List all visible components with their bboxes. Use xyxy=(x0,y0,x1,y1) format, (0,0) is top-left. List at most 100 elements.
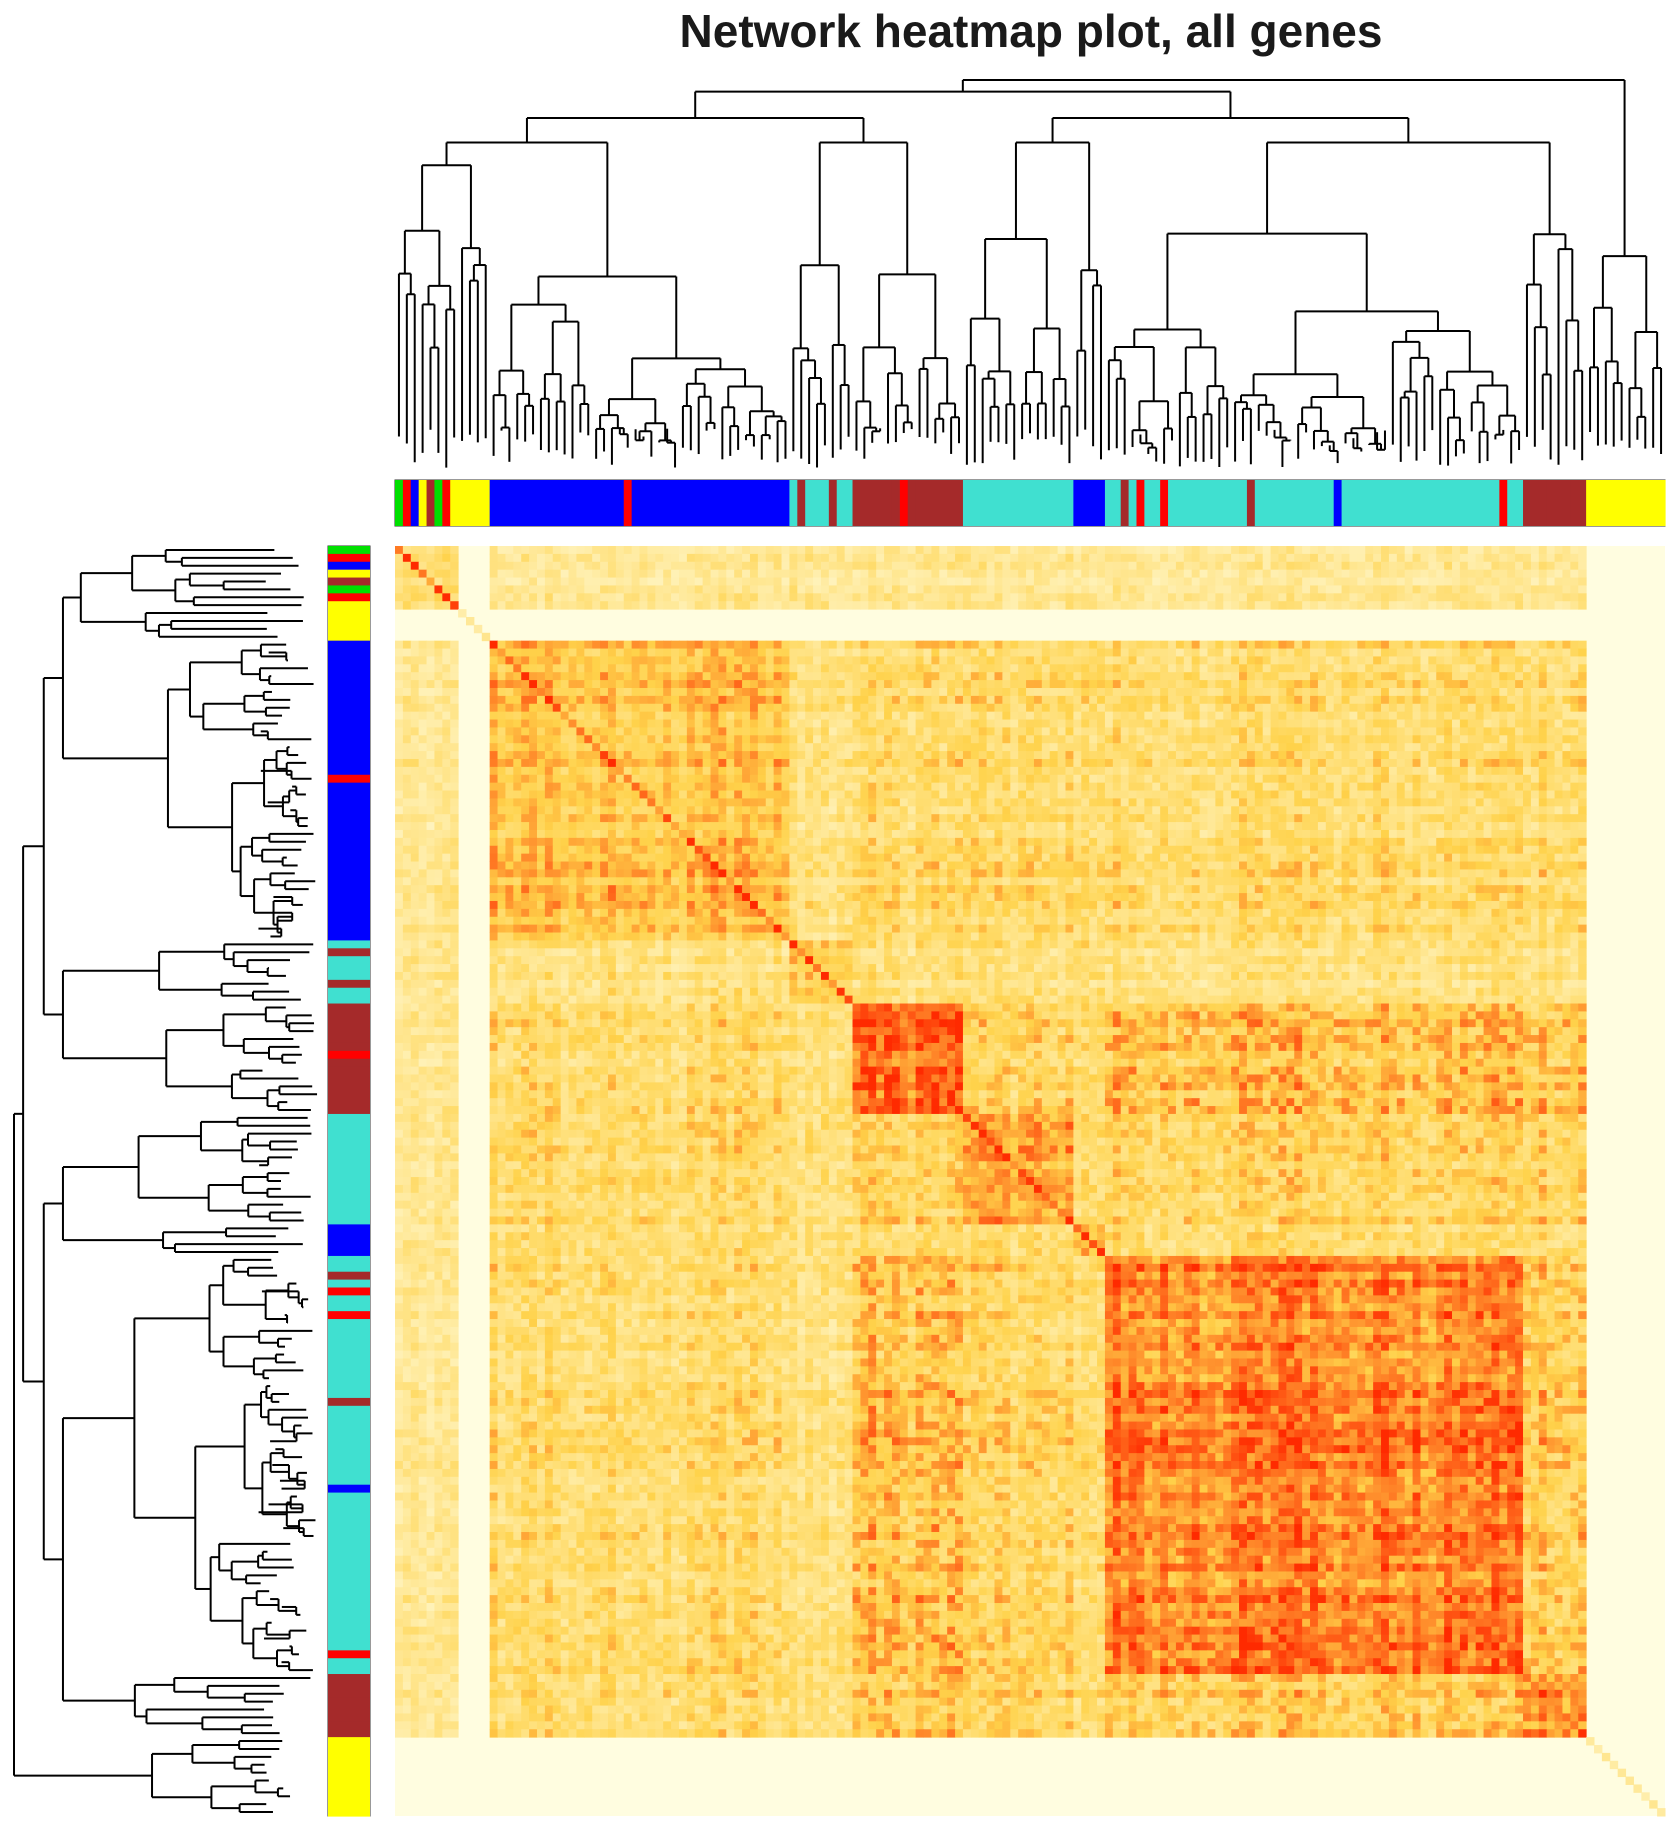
heatmap-cell xyxy=(1089,758,1098,768)
heatmap-cell xyxy=(1341,719,1350,728)
heatmap-cell xyxy=(718,640,727,650)
heatmap-cell xyxy=(1018,656,1027,665)
heatmap-cell xyxy=(1420,672,1429,681)
heatmap-cell xyxy=(671,577,680,586)
heatmap-cell xyxy=(1270,735,1279,744)
heatmap-cell xyxy=(710,695,719,705)
heatmap-cell xyxy=(1183,687,1193,697)
heatmap-cell xyxy=(1499,561,1508,571)
heatmap-cell xyxy=(1467,703,1477,713)
heatmap-cell xyxy=(1325,758,1335,768)
heatmap-cell xyxy=(986,703,995,713)
module-color-cell xyxy=(328,1776,370,1786)
heatmap-cell xyxy=(1530,751,1540,760)
heatmap-cell xyxy=(623,648,633,657)
heatmap-cell xyxy=(955,727,964,736)
heatmap-cell xyxy=(647,561,656,571)
heatmap-cell xyxy=(678,569,688,579)
heatmap-cell xyxy=(1507,735,1516,744)
heatmap-cell xyxy=(686,648,696,657)
heatmap-cell xyxy=(418,766,428,776)
heatmap-cell xyxy=(529,553,538,563)
heatmap-cell xyxy=(1120,664,1130,673)
heatmap-cell xyxy=(813,680,822,689)
heatmap-cell xyxy=(1483,601,1492,610)
heatmap-cell xyxy=(418,569,428,579)
heatmap-cell xyxy=(789,546,798,555)
heatmap-cell xyxy=(978,546,988,555)
module-color-cell xyxy=(1507,480,1516,526)
heatmap-cell xyxy=(1175,703,1185,713)
heatmap-cell xyxy=(884,735,893,744)
heatmap-cell xyxy=(994,546,1003,555)
heatmap-cell xyxy=(1554,695,1563,705)
heatmap-cell xyxy=(1530,585,1540,594)
heatmap-cell xyxy=(828,695,838,705)
heatmap-cell xyxy=(820,672,830,681)
module-color-cell xyxy=(328,956,370,965)
heatmap-cell xyxy=(434,672,443,681)
heatmap-cell xyxy=(1097,585,1106,594)
heatmap-cell xyxy=(442,553,451,563)
heatmap-cell xyxy=(1349,561,1358,571)
module-color-cell xyxy=(328,1295,370,1304)
heatmap-cell xyxy=(655,735,664,744)
heatmap-cell xyxy=(820,751,830,760)
heatmap-cell xyxy=(1010,601,1019,610)
heatmap-cell xyxy=(1073,640,1082,650)
heatmap-cell xyxy=(529,601,538,610)
heatmap-cell xyxy=(1467,593,1477,602)
heatmap-cell xyxy=(1033,735,1043,744)
heatmap-cell xyxy=(592,585,601,594)
heatmap-cell xyxy=(1554,687,1563,697)
heatmap-cell xyxy=(1010,719,1019,728)
heatmap-cell xyxy=(631,743,641,752)
heatmap-cell xyxy=(1404,711,1414,721)
heatmap-cell xyxy=(1412,601,1421,610)
heatmap-cell xyxy=(1286,593,1295,602)
heatmap-cell xyxy=(426,585,435,594)
heatmap-cell xyxy=(1057,640,1066,650)
heatmap-cell xyxy=(623,664,633,673)
module-color-cell xyxy=(328,1476,370,1486)
heatmap-cell xyxy=(560,680,570,689)
heatmap-cell xyxy=(552,553,562,563)
heatmap-cell xyxy=(1175,601,1185,610)
heatmap-cell xyxy=(655,743,664,752)
module-color-cell xyxy=(505,480,514,526)
heatmap-cell xyxy=(544,758,554,768)
heatmap-cell xyxy=(1562,546,1571,555)
heatmap-cell xyxy=(1104,585,1114,594)
heatmap-cell xyxy=(513,687,522,697)
heatmap-cell xyxy=(1199,553,1208,563)
heatmap-cell xyxy=(1404,577,1414,586)
heatmap-cell xyxy=(1144,743,1153,752)
heatmap-cell xyxy=(600,569,609,579)
heatmap-cell xyxy=(789,735,798,744)
module-color-cell xyxy=(328,893,370,902)
heatmap-cell xyxy=(1018,695,1027,705)
heatmap-cell xyxy=(1160,577,1169,586)
heatmap-cell xyxy=(560,711,570,721)
heatmap-cell xyxy=(1562,687,1571,697)
heatmap-cell xyxy=(986,743,995,752)
heatmap-cell xyxy=(576,751,585,760)
heatmap-cell xyxy=(1325,711,1335,721)
heatmap-cell xyxy=(884,727,893,736)
heatmap-cell xyxy=(844,743,854,752)
heatmap-cell xyxy=(702,719,712,728)
heatmap-cell xyxy=(1270,695,1279,705)
module-color-cell xyxy=(489,480,499,526)
heatmap-cell xyxy=(418,640,428,650)
heatmap-cell xyxy=(615,656,625,665)
heatmap-cell xyxy=(868,758,877,768)
heatmap-cell xyxy=(1183,680,1193,689)
heatmap-cell xyxy=(1112,758,1122,768)
heatmap-cell xyxy=(584,585,593,594)
heatmap-cell xyxy=(813,743,822,752)
heatmap-cell xyxy=(828,656,838,665)
heatmap-cell xyxy=(986,640,995,650)
heatmap-cell xyxy=(410,751,420,760)
heatmap-cell xyxy=(592,695,601,705)
heatmap-cell xyxy=(442,766,451,776)
